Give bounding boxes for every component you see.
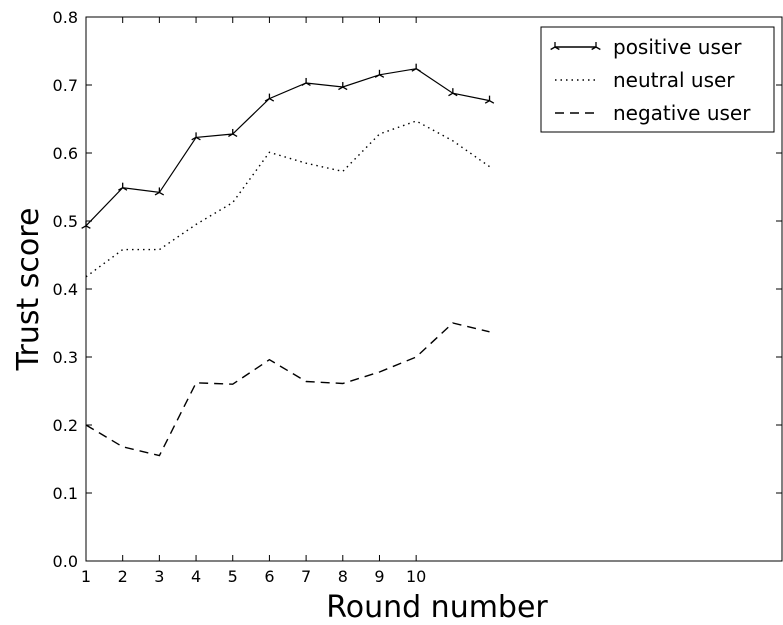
x-tick-label: 7 <box>301 567 311 586</box>
x-tick-label: 10 <box>406 567 426 586</box>
series-line-positive-user <box>85 68 490 227</box>
y-tick-label: 0.6 <box>53 144 78 163</box>
y-axis-label: Trust score <box>11 208 46 372</box>
data-point-marker <box>484 95 495 104</box>
series-line-neutral-user <box>85 120 490 278</box>
y-tick-label: 0.1 <box>53 484 78 503</box>
x-tick-label: 8 <box>338 567 348 586</box>
data-point-marker <box>81 220 91 229</box>
y-tick-label: 0.7 <box>53 76 78 95</box>
y-tick-label: 0.3 <box>53 348 78 367</box>
data-point-marker <box>118 182 128 191</box>
data-point-marker <box>448 88 458 97</box>
data-point-marker <box>191 132 201 141</box>
series-layer <box>81 63 495 457</box>
x-axis: 1 2 3 4 5 6 7 8 9 10 <box>81 17 426 586</box>
data-point-marker <box>374 69 385 78</box>
y-tick-label: 0.8 <box>53 8 78 27</box>
x-axis-label: Round number <box>326 590 548 625</box>
y-axis: 0.0 0.1 0.2 0.3 0.4 0.5 0.6 0.7 0.8 <box>53 8 782 571</box>
x-tick-label: 1 <box>81 567 91 586</box>
data-point-marker <box>411 63 421 72</box>
data-point-marker <box>264 93 275 102</box>
legend-marker <box>550 42 560 51</box>
y-tick-label: 0.0 <box>53 552 78 571</box>
y-tick-label: 0.2 <box>53 416 78 435</box>
data-point-marker <box>301 77 311 87</box>
legend-label: neutral user <box>613 68 735 92</box>
legend-marker <box>591 42 601 51</box>
legend-label: positive user <box>613 35 742 59</box>
x-tick-label: 9 <box>374 567 384 586</box>
y-tick-label: 0.5 <box>53 212 78 231</box>
x-tick-label: 2 <box>118 567 128 586</box>
x-tick-label: 5 <box>228 567 238 586</box>
legend: positive user neutral user negative user <box>540 26 775 133</box>
legend-entry-positive-user: positive user <box>550 35 742 59</box>
legend-entry-negative-user: negative user <box>555 101 751 125</box>
data-point-marker <box>154 187 165 196</box>
series-line-negative-user <box>85 322 490 457</box>
legend-entry-neutral-user: neutral user <box>555 68 735 92</box>
x-tick-label: 6 <box>264 567 274 586</box>
x-tick-label: 3 <box>154 567 164 586</box>
legend-box <box>540 26 775 133</box>
y-tick-label: 0.4 <box>53 280 78 299</box>
data-point-marker <box>338 82 348 91</box>
x-tick-label: 4 <box>191 567 201 586</box>
data-point-marker <box>228 128 238 138</box>
legend-label: negative user <box>613 101 751 125</box>
